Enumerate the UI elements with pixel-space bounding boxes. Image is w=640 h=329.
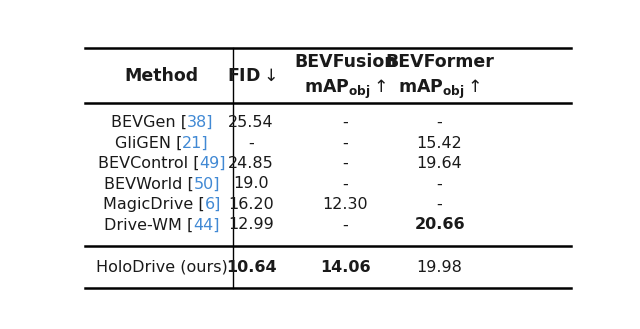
Text: BEVFormer: BEVFormer — [385, 53, 494, 71]
Text: 14.06: 14.06 — [320, 260, 371, 275]
Text: MagicDrive [: MagicDrive [ — [103, 197, 204, 212]
Text: -: - — [342, 156, 348, 171]
Text: 10.64: 10.64 — [226, 260, 276, 275]
Text: 38]: 38] — [187, 115, 213, 130]
Text: -: - — [342, 136, 348, 151]
Text: 50]: 50] — [193, 176, 220, 191]
Text: 6]: 6] — [204, 197, 221, 212]
Text: Method: Method — [125, 67, 199, 85]
Text: 25.54: 25.54 — [228, 115, 274, 130]
Text: BEVControl [: BEVControl [ — [98, 156, 199, 171]
Text: HoloDrive (ours): HoloDrive (ours) — [96, 260, 228, 275]
Text: mAP$_\mathregular{obj}$$\uparrow$: mAP$_\mathregular{obj}$$\uparrow$ — [398, 78, 481, 101]
Text: 19.98: 19.98 — [417, 260, 463, 275]
Text: Drive-WM [: Drive-WM [ — [104, 217, 193, 232]
Text: 21]: 21] — [182, 136, 209, 151]
Text: -: - — [436, 176, 442, 191]
Text: BEVFusion: BEVFusion — [294, 53, 397, 71]
Text: 24.85: 24.85 — [228, 156, 274, 171]
Text: 20.66: 20.66 — [414, 217, 465, 232]
Text: 44]: 44] — [193, 217, 220, 232]
Text: FID$\downarrow$: FID$\downarrow$ — [227, 67, 276, 85]
Text: -: - — [436, 197, 442, 212]
Text: 19.0: 19.0 — [234, 176, 269, 191]
Text: -: - — [436, 115, 442, 130]
Text: -: - — [342, 176, 348, 191]
Text: -: - — [342, 217, 348, 232]
Text: GliGEN [: GliGEN [ — [115, 136, 182, 151]
Text: 12.30: 12.30 — [323, 197, 368, 212]
Text: -: - — [342, 115, 348, 130]
Text: 49]: 49] — [199, 156, 226, 171]
Text: 16.20: 16.20 — [228, 197, 274, 212]
Text: BEVGen [: BEVGen [ — [111, 115, 187, 130]
Text: 19.64: 19.64 — [417, 156, 463, 171]
Text: mAP$_\mathregular{obj}$$\uparrow$: mAP$_\mathregular{obj}$$\uparrow$ — [304, 78, 387, 101]
Text: 12.99: 12.99 — [228, 217, 274, 232]
Text: -: - — [248, 136, 254, 151]
Text: BEVWorld [: BEVWorld [ — [104, 176, 193, 191]
Text: 15.42: 15.42 — [417, 136, 463, 151]
